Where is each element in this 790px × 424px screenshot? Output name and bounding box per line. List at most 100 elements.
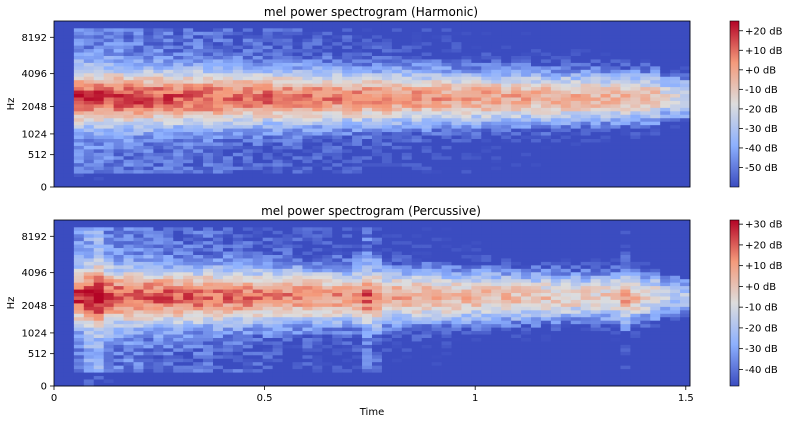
- harmonic-spectrogram-cell: [242, 100, 254, 105]
- harmonic-spectrogram-cell: [391, 59, 403, 63]
- harmonic-spectrogram-cell: [550, 48, 562, 53]
- harmonic-spectrogram-cell: [73, 148, 85, 153]
- harmonic-spectrogram-cell: [73, 31, 85, 36]
- percussive-spectrogram-cell: [133, 323, 144, 328]
- harmonic-spectrogram-cell: [441, 65, 452, 70]
- percussive-spectrogram-cell: [163, 306, 174, 311]
- harmonic-spectrogram-cell: [153, 21, 164, 25]
- percussive-spectrogram-cell: [431, 320, 442, 325]
- percussive-spectrogram-cell: [232, 372, 244, 377]
- harmonic-spectrogram-cell: [272, 173, 283, 178]
- percussive-spectrogram-cell: [113, 278, 124, 283]
- percussive-spectrogram-cell: [103, 247, 115, 252]
- harmonic-spectrogram-cell: [511, 159, 522, 164]
- harmonic-spectrogram-cell: [421, 159, 433, 164]
- harmonic-spectrogram-cell: [531, 176, 542, 181]
- harmonic-spectrogram-cell: [590, 34, 601, 39]
- harmonic-spectrogram-cell: [511, 76, 522, 81]
- harmonic-spectrogram-cell: [640, 21, 651, 25]
- harmonic-spectrogram-cell: [113, 176, 124, 181]
- harmonic-spectrogram-cell: [431, 90, 442, 95]
- harmonic-spectrogram-cell: [491, 76, 502, 81]
- harmonic-spectrogram-cell: [262, 145, 274, 150]
- harmonic-spectrogram-cell: [590, 24, 601, 29]
- harmonic-spectrogram-cell: [580, 24, 592, 29]
- harmonic-spectrogram-cell: [362, 38, 373, 43]
- percussive-spectrogram-cell: [173, 244, 184, 249]
- harmonic-spectrogram-cell: [650, 62, 661, 67]
- harmonic-spectrogram-cell: [113, 104, 124, 108]
- harmonic-spectrogram-cell: [491, 104, 502, 108]
- harmonic-spectrogram-cell: [381, 97, 393, 101]
- harmonic-spectrogram-cell: [640, 166, 651, 171]
- percussive-spectrogram-cell: [63, 316, 75, 321]
- harmonic-spectrogram-cell: [372, 142, 383, 146]
- harmonic-spectrogram-cell: [441, 79, 452, 84]
- percussive-spectrogram-cell: [342, 278, 353, 283]
- harmonic-spectrogram-cell: [580, 169, 592, 174]
- harmonic-spectrogram-cell: [332, 21, 343, 25]
- percussive-spectrogram-cell: [342, 306, 353, 311]
- harmonic-spectrogram-cell: [640, 176, 651, 181]
- percussive-spectrogram-cell: [73, 285, 85, 290]
- harmonic-spectrogram-cell: [640, 52, 651, 56]
- harmonic-spectrogram-cell: [312, 145, 323, 150]
- percussive-spectrogram-cell: [103, 341, 115, 345]
- percussive-spectrogram-cell: [431, 271, 442, 276]
- harmonic-spectrogram-cell: [93, 159, 105, 164]
- percussive-spectrogram-cell: [153, 261, 164, 266]
- harmonic-spectrogram-cell: [63, 100, 75, 105]
- harmonic-spectrogram-cell: [123, 55, 134, 60]
- percussive-spectrogram-cell: [173, 261, 184, 266]
- harmonic-spectrogram-cell: [670, 107, 681, 112]
- percussive-spectrogram-cell: [332, 361, 343, 366]
- harmonic-spectrogram-cell: [372, 159, 383, 164]
- harmonic-spectrogram-cell: [550, 131, 562, 136]
- percussive-spectrogram-cell: [372, 296, 383, 300]
- harmonic-spectrogram-cell: [272, 83, 283, 88]
- percussive-spectrogram-cell: [322, 289, 333, 294]
- harmonic-spectrogram-cell: [401, 145, 413, 150]
- harmonic-spectrogram-cell: [282, 169, 293, 174]
- harmonic-spectrogram-cell: [381, 45, 393, 50]
- harmonic-spectrogram-cell: [113, 90, 124, 95]
- harmonic-spectrogram-cell: [163, 48, 174, 53]
- harmonic-spectrogram-cell: [381, 69, 393, 74]
- percussive-spectrogram-cell: [242, 303, 254, 307]
- harmonic-spectrogram-cell: [531, 180, 542, 184]
- percussive-spectrogram-cell: [103, 323, 115, 328]
- percussive-spectrogram-cell: [362, 327, 373, 332]
- harmonic-spectrogram-cell: [213, 128, 224, 133]
- percussive-spectrogram-cell: [322, 313, 333, 318]
- harmonic-spectrogram-cell: [242, 55, 254, 60]
- harmonic-spectrogram-cell: [680, 183, 691, 188]
- harmonic-spectrogram-cell: [441, 145, 452, 150]
- percussive-spectrogram-cell: [203, 316, 214, 321]
- harmonic-spectrogram-cell: [73, 97, 85, 101]
- percussive-spectrogram-cell: [183, 334, 194, 338]
- percussive-spectrogram-cell: [73, 306, 85, 311]
- percussive-spectrogram-cell: [372, 226, 383, 231]
- harmonic-spectrogram-cell: [680, 145, 691, 150]
- harmonic-spectrogram-cell: [620, 41, 631, 46]
- harmonic-spectrogram-cell: [103, 155, 115, 160]
- percussive-spectrogram-cell: [411, 226, 423, 231]
- percussive-spectrogram-cell: [362, 351, 373, 356]
- percussive-spectrogram-cell: [133, 379, 144, 383]
- harmonic-spectrogram-cell: [252, 86, 264, 91]
- percussive-spectrogram-cell: [362, 316, 373, 321]
- percussive-spectrogram-cell: [362, 372, 373, 377]
- percussive-spectrogram-cell: [421, 341, 433, 345]
- harmonic-spectrogram-cell: [580, 76, 592, 81]
- percussive-spectrogram-cell: [242, 375, 254, 380]
- percussive-spectrogram-cell: [282, 258, 293, 262]
- percussive-spectrogram-cell: [342, 220, 353, 224]
- percussive-spectrogram-cell: [381, 296, 393, 300]
- harmonic-spectrogram-cell: [441, 83, 452, 88]
- percussive-spectrogram-cell: [411, 258, 423, 262]
- harmonic-spectrogram-cell: [650, 79, 661, 84]
- harmonic-spectrogram-cell: [213, 159, 224, 164]
- percussive-spectrogram-cell: [242, 323, 254, 328]
- percussive-spectrogram-cell: [391, 316, 403, 321]
- harmonic-spectrogram-cell: [540, 114, 552, 119]
